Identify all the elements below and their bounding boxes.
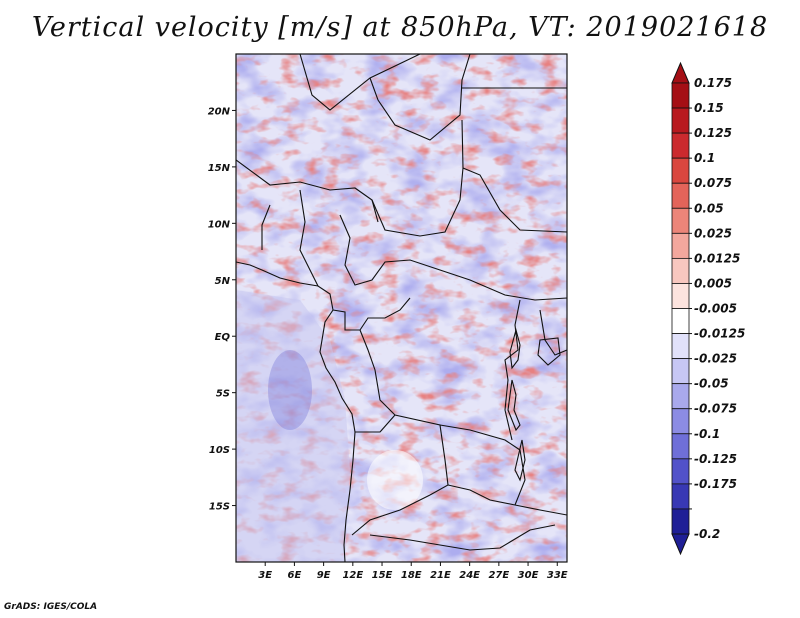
colorbar-swatch (671, 82, 690, 109)
colorbar: 0.175 0.15 0.125 0.1 0.075 0.05 0.025 0.0125 0.0… (671, 61, 745, 556)
lon-tick-label: 9E (317, 570, 331, 581)
colorbar-swatch (671, 308, 690, 334)
lon-tick-label: 33E (547, 570, 568, 581)
colorbar-label: 0.075 (694, 176, 732, 190)
colorbar-label: -0.025 (694, 352, 737, 366)
colorbar-label: 0.125 (694, 126, 732, 140)
colorbar-label: -0.075 (694, 402, 737, 416)
colorbar-swatch (671, 107, 690, 134)
longitude-axis: 3E 6E 9E 12E 15E 18E 21E 24E 27E 30E 33E (258, 562, 568, 581)
colorbar-swatch (671, 182, 690, 209)
colorbar-label: -0.2 (694, 527, 720, 541)
colorbar-label: -0.1 (694, 427, 720, 441)
colorbar-label: 0.1 (694, 151, 715, 165)
lat-tick-label: 15N (208, 163, 231, 174)
lon-tick-label: 24E (459, 570, 480, 581)
lon-tick-label: 6E (288, 570, 302, 581)
colorbar-label: 0.025 (694, 226, 732, 240)
colorbar-swatch (671, 232, 690, 259)
colorbar-swatch (671, 257, 690, 284)
lat-tick-label: EQ (215, 332, 231, 343)
colorbar-swatch (671, 508, 690, 535)
lon-tick-label: 27E (488, 570, 509, 581)
lon-tick-label: 21E (430, 570, 451, 581)
colorbar-label: -0.005 (694, 302, 737, 316)
lon-tick-label: 3E (258, 570, 272, 581)
colorbar-label: -0.125 (694, 452, 737, 466)
colorbar-label: 0.005 (694, 276, 732, 290)
colorbar-swatch (671, 358, 690, 385)
lat-tick-label: 15S (209, 502, 230, 513)
chart-title: Vertical velocity [m/s] at 850hPa, VT: 2… (31, 12, 769, 43)
colorbar-min-arrow (671, 533, 690, 556)
country-boundaries (236, 54, 567, 562)
lon-tick-label: 30E (518, 570, 539, 581)
lat-tick-label: 5N (215, 276, 231, 287)
grads-credit: GrADS: IGES/COLA (4, 602, 98, 612)
colorbar-swatch (671, 157, 690, 184)
map-frame (235, 53, 568, 563)
lat-tick-label: 5S (216, 389, 230, 400)
colorbar-max-arrow (671, 61, 690, 84)
lon-tick-label: 15E (372, 570, 393, 581)
colorbar-swatch (671, 132, 690, 159)
colorbar-label: 0.0125 (694, 251, 740, 265)
colorbar-label: 0.05 (694, 201, 724, 215)
colorbar-swatch (671, 408, 690, 435)
colorbar-swatch (671, 383, 690, 410)
colorbar-label: -0.175 (694, 477, 737, 491)
colorbar-swatch (671, 483, 690, 510)
colorbar-swatch (671, 283, 690, 309)
colorbar-swatch (671, 207, 690, 234)
latitude-axis: 20N 15N 10N 5N EQ 5S 10S 15S (208, 106, 236, 513)
lat-tick-label: 10S (209, 445, 230, 456)
lat-tick-label: 20N (208, 106, 231, 117)
colorbar-swatch (671, 458, 690, 485)
lon-tick-label: 12E (342, 570, 363, 581)
colorbar-label: -0.0125 (694, 327, 745, 341)
colorbar-label: 0.175 (694, 76, 732, 90)
colorbar-label: -0.05 (694, 377, 729, 391)
colorbar-swatch (671, 433, 690, 460)
colorbar-swatch (671, 333, 690, 360)
lon-tick-label: 18E (401, 570, 422, 581)
lat-tick-label: 10N (208, 219, 231, 230)
colorbar-label: 0.15 (694, 101, 724, 115)
